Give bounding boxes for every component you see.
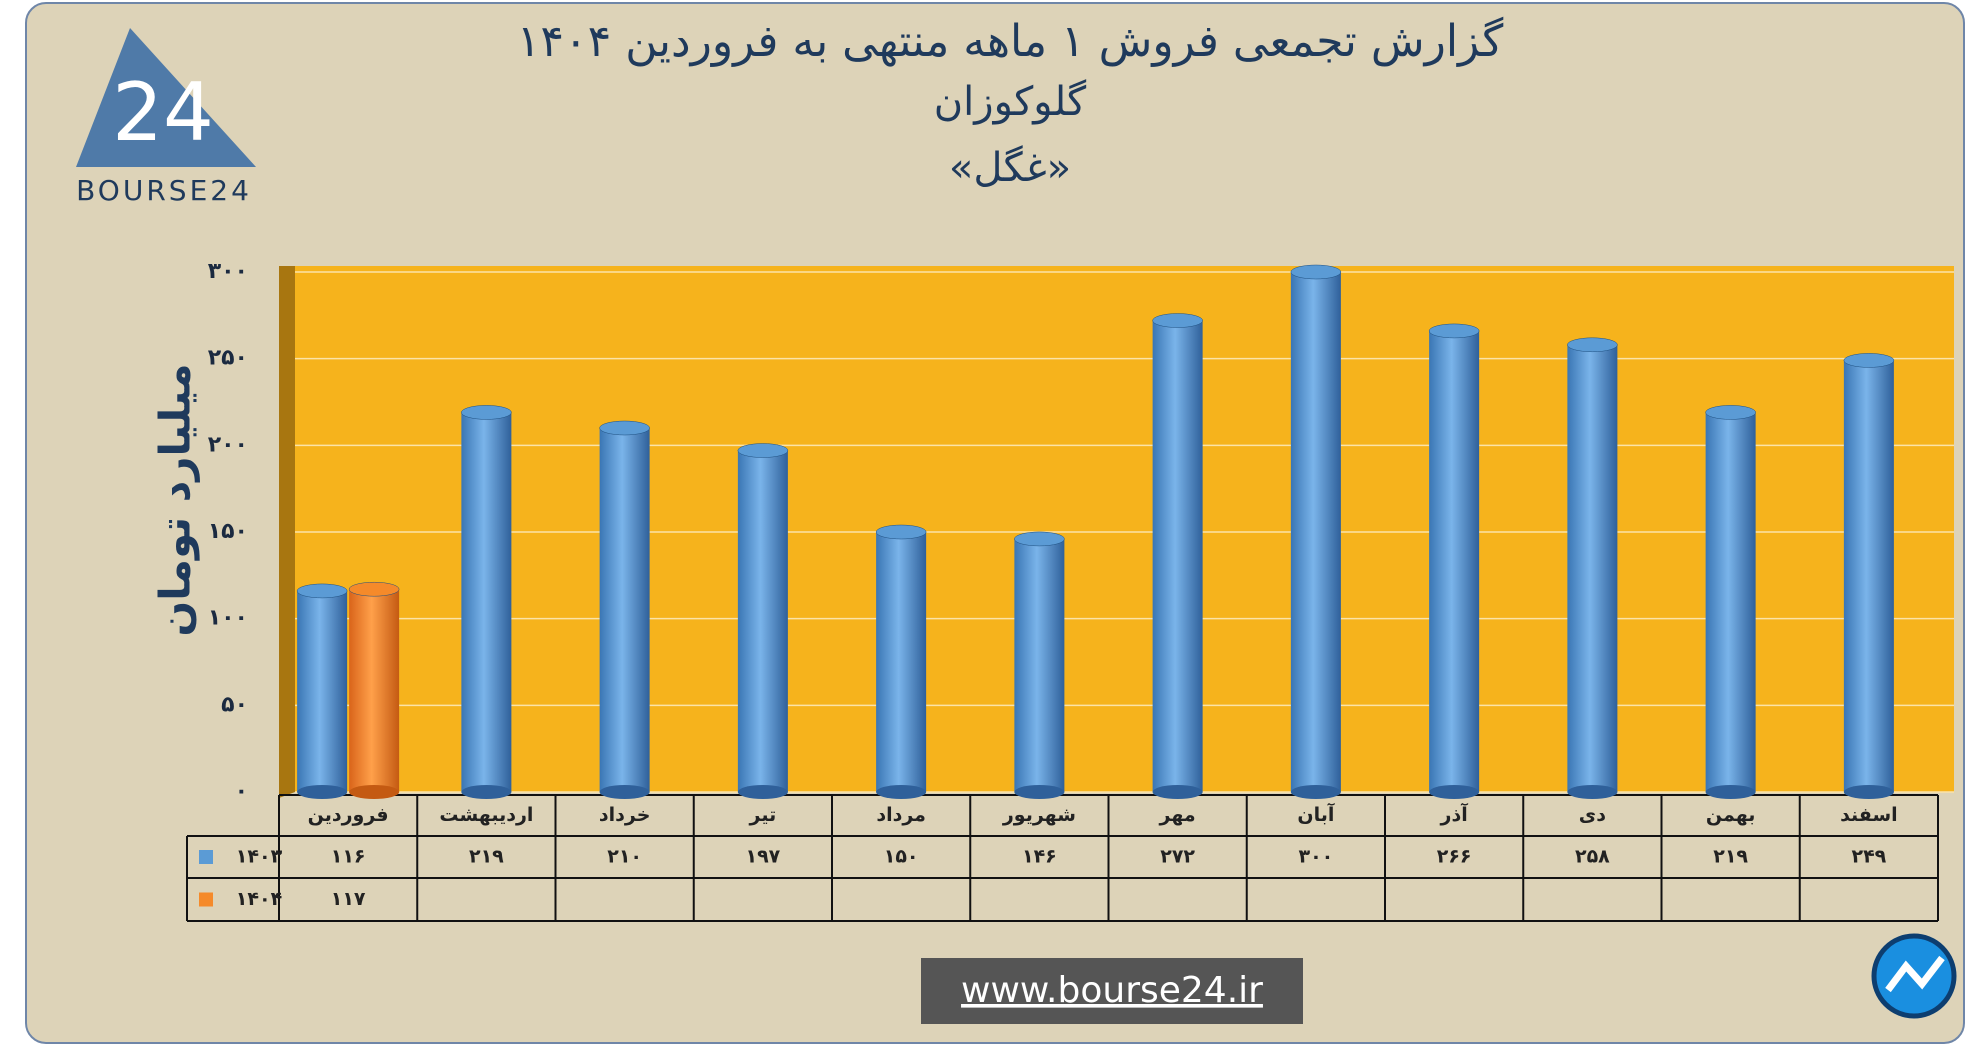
bar-cap <box>1428 323 1480 339</box>
data-label: ۱۱۷ <box>331 888 366 910</box>
data-label: ۱۵۰ <box>884 846 919 868</box>
bar-cap <box>1152 313 1203 328</box>
x-tick-label: بهمن <box>1706 804 1756 826</box>
legend-swatch <box>199 892 213 907</box>
y-tick-label: ۲۵۰ <box>208 346 248 371</box>
bar-base <box>1290 785 1341 799</box>
bar-base <box>1705 785 1756 799</box>
chart-title: گزارش تجمعی فروش ۱ ماهه منتهی به فروردین… <box>517 16 1504 67</box>
data-label: ۲۷۲ <box>1160 846 1195 868</box>
bar-cap <box>296 583 348 599</box>
bar <box>1429 330 1480 792</box>
y-tick-label: ۱۵۰ <box>208 519 248 544</box>
bar <box>461 412 512 792</box>
x-tick-label: اردیبهشت <box>439 804 533 826</box>
legend-label: ۱۴۰۴ <box>236 888 282 910</box>
corner-icon-arrow <box>1885 955 1945 993</box>
x-tick-label: دی <box>1579 804 1606 826</box>
bar <box>349 589 400 792</box>
bar-cap <box>1705 405 1756 420</box>
data-label: ۲۱۰ <box>607 846 642 868</box>
bar-cap <box>348 581 400 597</box>
bar-base <box>349 785 400 799</box>
data-label: ۱۱۶ <box>331 846 366 868</box>
bar-base <box>461 785 512 799</box>
bar-base <box>1014 785 1065 799</box>
data-label: ۲۴۹ <box>1851 846 1886 868</box>
x-tick-label: آذر <box>1440 802 1469 826</box>
data-label: ۲۱۹ <box>1713 846 1748 868</box>
bar-cap <box>737 443 789 458</box>
x-tick-label: مهر <box>1159 804 1196 826</box>
bar-cap <box>1567 337 1618 353</box>
bar-base <box>599 785 650 799</box>
data-label: ۱۹۷ <box>745 846 780 868</box>
y-tick-label: ۰ <box>235 779 248 804</box>
bar <box>297 590 348 792</box>
website: www.bourse24.ir <box>961 970 1263 1011</box>
logo-mark: 24 <box>112 66 214 159</box>
legend-swatch <box>199 850 213 864</box>
legend-label: ۱۴۰۳ <box>236 846 283 868</box>
bar <box>1567 344 1618 792</box>
chart-subtitle: گلوکوزان <box>934 79 1087 125</box>
bar-cap <box>599 420 650 436</box>
plot-area <box>279 266 1954 792</box>
data-label: ۱۴۶ <box>1022 846 1057 868</box>
bar <box>1152 320 1203 792</box>
data-label: ۲۵۸ <box>1575 846 1610 868</box>
bar-cap <box>1290 264 1342 280</box>
x-tick-label: مرداد <box>876 804 926 826</box>
logo-triangle <box>76 28 256 167</box>
bar-cap <box>461 405 512 420</box>
x-tick-label: آبان <box>1297 802 1334 826</box>
y-tick-label: ۵۰ <box>221 692 248 717</box>
footer-box <box>921 958 1303 1024</box>
chart-symbol: «غگل» <box>949 145 1071 191</box>
x-tick-label: فروردین <box>308 804 389 826</box>
y-tick-label: ۲۰۰ <box>208 432 248 457</box>
logo-text: BOURSE24 <box>76 174 252 207</box>
data-label: ۳۰۰ <box>1298 846 1333 868</box>
x-tick-label: شهریور <box>1002 804 1076 826</box>
bar <box>1290 272 1341 792</box>
bar <box>599 428 650 792</box>
bar-cap <box>1014 531 1065 547</box>
data-label: ۲۱۹ <box>469 846 504 868</box>
y-tick-label: ۳۰۰ <box>208 259 248 284</box>
bar <box>1843 360 1894 792</box>
bar <box>1705 412 1756 792</box>
bar <box>1014 538 1065 792</box>
bar-cap <box>875 524 927 540</box>
y-tick-label: ۱۰۰ <box>208 606 248 631</box>
bar-base <box>1843 785 1894 799</box>
bar-base <box>297 785 348 799</box>
x-tick-label: اسفند <box>1840 804 1898 826</box>
x-tick-label: تیر <box>749 804 777 826</box>
bar <box>737 450 788 792</box>
bar <box>876 532 927 792</box>
bar-base <box>1429 785 1480 799</box>
x-tick-label: خرداد <box>599 804 651 826</box>
bar-cap <box>1843 353 1895 368</box>
bar-base <box>876 785 927 799</box>
bar-base <box>737 785 788 799</box>
data-label: ۲۶۶ <box>1437 846 1472 868</box>
bar-base <box>1152 785 1203 799</box>
bar-base <box>1567 785 1618 799</box>
y-axis-label: میلیارد تومان <box>151 363 201 636</box>
plot-wall <box>279 266 295 798</box>
